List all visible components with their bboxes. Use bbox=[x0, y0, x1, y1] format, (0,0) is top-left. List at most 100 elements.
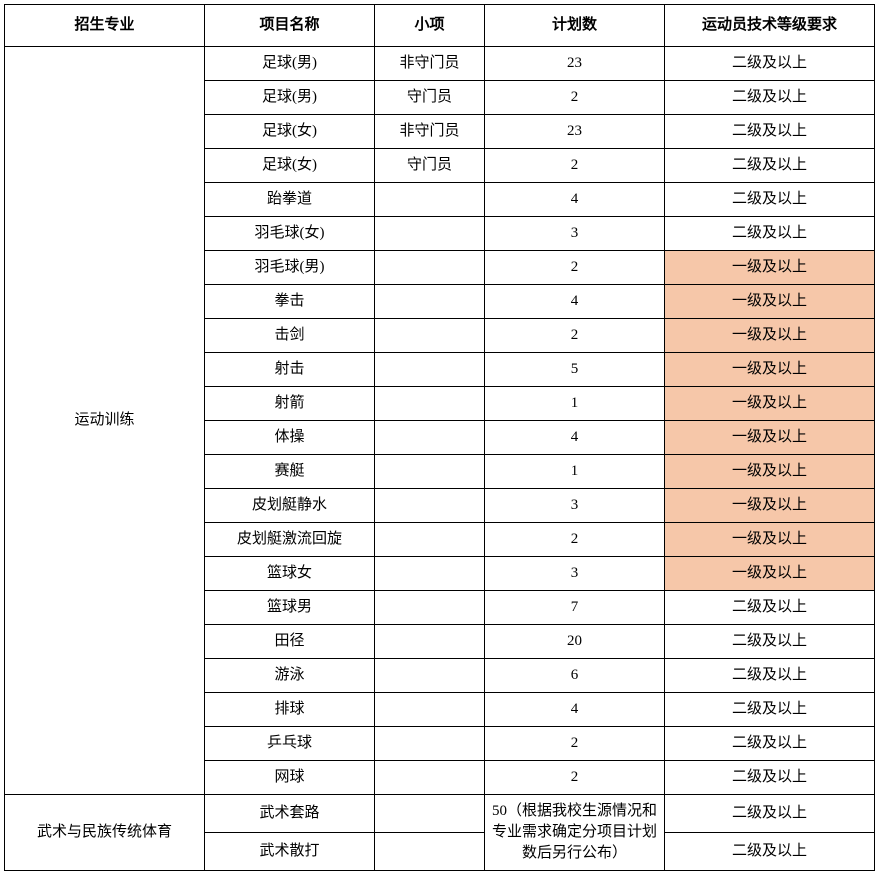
cell-plan: 23 bbox=[485, 115, 665, 149]
col-sub: 小项 bbox=[375, 5, 485, 47]
cell-project: 乒乓球 bbox=[205, 727, 375, 761]
cell-sub bbox=[375, 489, 485, 523]
cell-plan: 4 bbox=[485, 183, 665, 217]
cell-sub bbox=[375, 795, 485, 833]
cell-major: 运动训练 bbox=[5, 47, 205, 795]
cell-project: 皮划艇静水 bbox=[205, 489, 375, 523]
cell-plan: 3 bbox=[485, 489, 665, 523]
cell-plan: 23 bbox=[485, 47, 665, 81]
cell-requirement: 二级及以上 bbox=[665, 183, 875, 217]
cell-project: 排球 bbox=[205, 693, 375, 727]
cell-project: 篮球男 bbox=[205, 591, 375, 625]
cell-plan: 5 bbox=[485, 353, 665, 387]
cell-sub bbox=[375, 183, 485, 217]
cell-plan: 2 bbox=[485, 149, 665, 183]
cell-requirement: 二级及以上 bbox=[665, 591, 875, 625]
cell-sub bbox=[375, 659, 485, 693]
cell-sub bbox=[375, 727, 485, 761]
cell-project: 射击 bbox=[205, 353, 375, 387]
cell-requirement: 一级及以上 bbox=[665, 353, 875, 387]
cell-requirement: 一级及以上 bbox=[665, 251, 875, 285]
cell-sub bbox=[375, 693, 485, 727]
cell-project: 赛艇 bbox=[205, 455, 375, 489]
header-row: 招生专业 项目名称 小项 计划数 运动员技术等级要求 bbox=[5, 5, 875, 47]
cell-project: 足球(女) bbox=[205, 115, 375, 149]
table-row: 武术与民族传统体育武术套路50（根据我校生源情况和专业需求确定分项目计划数后另行… bbox=[5, 795, 875, 833]
cell-plan-merged: 50（根据我校生源情况和专业需求确定分项目计划数后另行公布） bbox=[485, 795, 665, 871]
cell-project: 羽毛球(女) bbox=[205, 217, 375, 251]
cell-sub bbox=[375, 761, 485, 795]
cell-requirement: 二级及以上 bbox=[665, 217, 875, 251]
cell-requirement: 一级及以上 bbox=[665, 557, 875, 591]
cell-sub bbox=[375, 217, 485, 251]
cell-plan: 2 bbox=[485, 251, 665, 285]
cell-sub bbox=[375, 319, 485, 353]
cell-sub: 守门员 bbox=[375, 149, 485, 183]
cell-sub: 守门员 bbox=[375, 81, 485, 115]
cell-project: 拳击 bbox=[205, 285, 375, 319]
cell-sub bbox=[375, 421, 485, 455]
cell-project: 击剑 bbox=[205, 319, 375, 353]
col-plan: 计划数 bbox=[485, 5, 665, 47]
admissions-table: 招生专业 项目名称 小项 计划数 运动员技术等级要求 运动训练足球(男)非守门员… bbox=[4, 4, 875, 871]
cell-plan: 6 bbox=[485, 659, 665, 693]
cell-requirement: 二级及以上 bbox=[665, 659, 875, 693]
cell-project: 跆拳道 bbox=[205, 183, 375, 217]
cell-requirement: 二级及以上 bbox=[665, 47, 875, 81]
cell-requirement: 一级及以上 bbox=[665, 319, 875, 353]
cell-project: 网球 bbox=[205, 761, 375, 795]
cell-sub bbox=[375, 387, 485, 421]
cell-sub bbox=[375, 523, 485, 557]
cell-requirement: 二级及以上 bbox=[665, 795, 875, 833]
cell-project: 射箭 bbox=[205, 387, 375, 421]
cell-project: 篮球女 bbox=[205, 557, 375, 591]
cell-plan: 3 bbox=[485, 217, 665, 251]
cell-project: 武术散打 bbox=[205, 833, 375, 871]
cell-requirement: 一级及以上 bbox=[665, 421, 875, 455]
cell-requirement: 二级及以上 bbox=[665, 727, 875, 761]
cell-plan: 1 bbox=[485, 455, 665, 489]
cell-requirement: 二级及以上 bbox=[665, 81, 875, 115]
cell-sub: 非守门员 bbox=[375, 47, 485, 81]
cell-sub bbox=[375, 353, 485, 387]
col-project: 项目名称 bbox=[205, 5, 375, 47]
cell-sub bbox=[375, 455, 485, 489]
cell-requirement: 一级及以上 bbox=[665, 489, 875, 523]
cell-sub bbox=[375, 625, 485, 659]
cell-sub bbox=[375, 557, 485, 591]
cell-requirement: 二级及以上 bbox=[665, 693, 875, 727]
cell-sub: 非守门员 bbox=[375, 115, 485, 149]
cell-requirement: 二级及以上 bbox=[665, 149, 875, 183]
cell-plan: 7 bbox=[485, 591, 665, 625]
cell-plan: 4 bbox=[485, 421, 665, 455]
cell-requirement: 二级及以上 bbox=[665, 115, 875, 149]
cell-requirement: 二级及以上 bbox=[665, 833, 875, 871]
cell-requirement: 二级及以上 bbox=[665, 761, 875, 795]
cell-requirement: 一级及以上 bbox=[665, 455, 875, 489]
cell-requirement: 一级及以上 bbox=[665, 387, 875, 421]
cell-project: 体操 bbox=[205, 421, 375, 455]
cell-sub bbox=[375, 251, 485, 285]
cell-plan: 2 bbox=[485, 523, 665, 557]
cell-sub bbox=[375, 591, 485, 625]
cell-sub bbox=[375, 833, 485, 871]
cell-plan: 3 bbox=[485, 557, 665, 591]
cell-project: 足球(男) bbox=[205, 47, 375, 81]
cell-plan: 2 bbox=[485, 319, 665, 353]
cell-plan: 1 bbox=[485, 387, 665, 421]
cell-project: 武术套路 bbox=[205, 795, 375, 833]
cell-requirement: 一级及以上 bbox=[665, 523, 875, 557]
cell-plan: 2 bbox=[485, 727, 665, 761]
cell-project: 足球(男) bbox=[205, 81, 375, 115]
cell-plan: 2 bbox=[485, 81, 665, 115]
cell-sub bbox=[375, 285, 485, 319]
cell-project: 足球(女) bbox=[205, 149, 375, 183]
cell-project: 田径 bbox=[205, 625, 375, 659]
cell-requirement: 二级及以上 bbox=[665, 625, 875, 659]
cell-project: 游泳 bbox=[205, 659, 375, 693]
cell-project: 羽毛球(男) bbox=[205, 251, 375, 285]
cell-plan: 4 bbox=[485, 693, 665, 727]
cell-requirement: 一级及以上 bbox=[665, 285, 875, 319]
cell-plan: 20 bbox=[485, 625, 665, 659]
cell-plan: 2 bbox=[485, 761, 665, 795]
